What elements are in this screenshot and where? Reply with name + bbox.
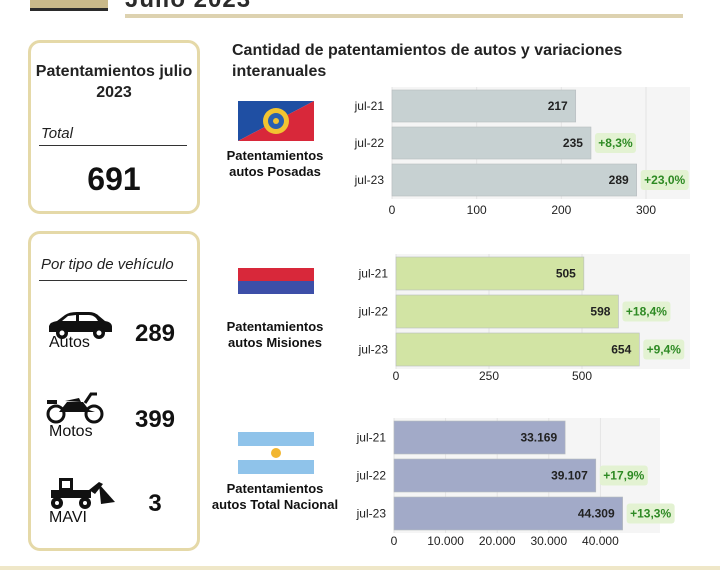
region-label-posadas: Patentamientos autos Posadas bbox=[210, 148, 340, 180]
category-label: jul-23 bbox=[354, 173, 385, 187]
tick-label: 0 bbox=[393, 369, 400, 383]
vehicle-type-card: Por tipo de vehículo Autos 289 Motos 399… bbox=[28, 231, 200, 551]
header-strip: Julio 2023 bbox=[0, 0, 720, 20]
tick-label: 40.000 bbox=[582, 534, 619, 548]
value-label: 235 bbox=[563, 136, 583, 150]
value-label: 654 bbox=[611, 343, 631, 357]
variation-label: +17,9% bbox=[603, 469, 644, 483]
vehicle-name: MAVI bbox=[49, 509, 87, 526]
variation-badge bbox=[626, 503, 675, 524]
bar bbox=[395, 332, 640, 367]
value-label: 505 bbox=[556, 267, 576, 281]
category-label: jul-22 bbox=[354, 136, 385, 150]
header-divider bbox=[125, 14, 683, 18]
motorcycle-icon bbox=[46, 392, 104, 424]
tick-label: 20.000 bbox=[479, 534, 516, 548]
value-label: 289 bbox=[609, 173, 629, 187]
tick-label: 100 bbox=[467, 203, 487, 217]
summary-card: Patentamientos julio 2023 Total 691 bbox=[28, 40, 200, 214]
category-label: jul-21 bbox=[354, 99, 385, 113]
region-label-misiones: Patentamientos autos Misiones bbox=[210, 319, 340, 351]
category-label: jul-23 bbox=[358, 343, 389, 357]
variation-badge bbox=[640, 170, 689, 190]
category-label: jul-23 bbox=[356, 507, 387, 521]
category-label: jul-22 bbox=[356, 469, 387, 483]
argentina-flag-icon bbox=[238, 432, 314, 474]
logo bbox=[30, 0, 108, 11]
vehicle-value: 289 bbox=[134, 320, 176, 347]
bar bbox=[393, 496, 623, 531]
tick-label: 250 bbox=[479, 369, 499, 383]
value-label: 33.169 bbox=[520, 431, 557, 445]
region-label: Patentamientos autos Misiones bbox=[226, 319, 324, 350]
vehicle-value: 3 bbox=[148, 490, 162, 517]
tick-label: 0 bbox=[389, 203, 396, 217]
variation-label: +18,4% bbox=[626, 305, 667, 319]
bar bbox=[391, 126, 592, 160]
total-divider bbox=[39, 145, 187, 146]
category-label: jul-22 bbox=[358, 305, 389, 319]
tick-label: 300 bbox=[636, 203, 656, 217]
category-label: jul-21 bbox=[356, 431, 387, 445]
summary-title: Patentamientos julio 2023 bbox=[35, 63, 193, 101]
car-icon bbox=[49, 312, 112, 339]
value-label: 39.107 bbox=[551, 469, 588, 483]
tick-label: 10.000 bbox=[427, 534, 464, 548]
bar bbox=[393, 420, 566, 455]
vehicle-name: Autos bbox=[49, 334, 90, 351]
variation-label: +13,3% bbox=[630, 507, 671, 521]
bar bbox=[395, 256, 585, 291]
tick-label: 500 bbox=[572, 369, 592, 383]
variation-label: +23,0% bbox=[644, 173, 685, 187]
vehicle-name: Motos bbox=[49, 423, 93, 440]
tick-label: 30.000 bbox=[530, 534, 567, 548]
tick-label: 0 bbox=[391, 534, 398, 548]
value-label: 598 bbox=[590, 305, 610, 319]
bar bbox=[391, 163, 637, 197]
vehicle-value: 399 bbox=[134, 406, 176, 433]
value-label: 44.309 bbox=[578, 507, 615, 521]
value-label: 217 bbox=[548, 99, 568, 113]
bottom-band bbox=[0, 566, 720, 570]
region-label: Patentamientos autos Total Nacional bbox=[211, 481, 339, 512]
posadas-flag-icon bbox=[238, 101, 314, 141]
variation-badge bbox=[594, 133, 636, 153]
total-value: 691 bbox=[87, 161, 141, 197]
variation-label: +9,4% bbox=[647, 343, 682, 357]
category-label: jul-21 bbox=[358, 267, 389, 281]
total-label: Total bbox=[41, 125, 73, 142]
bar bbox=[391, 89, 577, 123]
vehicle-type-label: Por tipo de vehículo bbox=[41, 256, 174, 273]
bar bbox=[393, 458, 597, 493]
tick-label: 200 bbox=[551, 203, 571, 217]
bar bbox=[395, 294, 619, 329]
region-label: Patentamientos autos Posadas bbox=[226, 148, 324, 179]
region-label-nacional: Patentamientos autos Total Nacional bbox=[210, 481, 340, 513]
chart-title: Cantidad de patentamientos de autos y va… bbox=[232, 42, 623, 80]
variation-label: +8,3% bbox=[598, 136, 633, 150]
variation-badge bbox=[643, 339, 685, 360]
variation-badge bbox=[599, 465, 648, 486]
header-title: Julio 2023 bbox=[125, 0, 251, 14]
bulldozer-icon bbox=[51, 478, 115, 509]
variation-badge bbox=[622, 301, 671, 322]
misiones-flag-icon bbox=[238, 268, 314, 308]
vehicle-type-divider bbox=[39, 280, 187, 281]
